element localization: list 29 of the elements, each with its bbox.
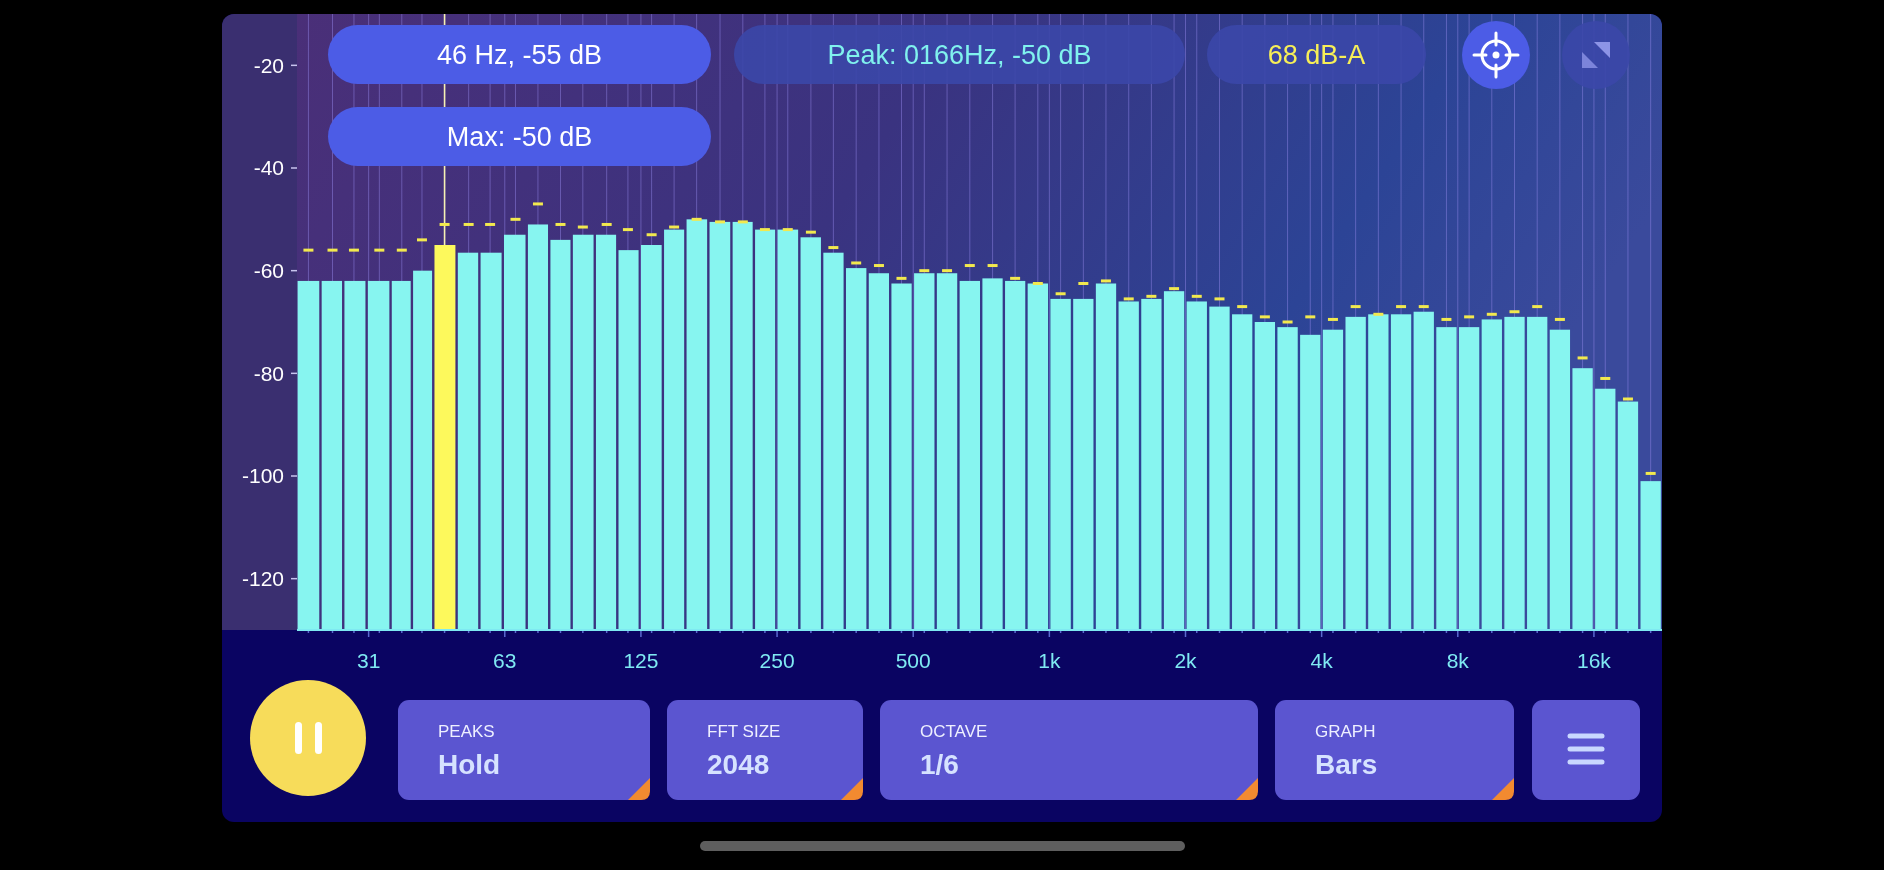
x-tick-label: 63 xyxy=(493,649,517,672)
x-tick-label: 8k xyxy=(1446,649,1470,672)
x-tick-label: 4k xyxy=(1310,649,1334,672)
annotation: 68 dB-A xyxy=(1267,39,1366,70)
annotation: Max: -50 dB xyxy=(446,121,593,152)
x-tick-label: 250 xyxy=(759,649,795,672)
y-tick-label: -60 xyxy=(253,259,284,283)
text: 1/6 xyxy=(920,749,959,780)
annotation: Peak: 0166Hz, -50 dB xyxy=(827,39,1092,70)
x-tick-label: 16k xyxy=(1577,649,1612,672)
y-tick-label: -40 xyxy=(253,156,284,180)
x-tick-label: 125 xyxy=(623,649,659,672)
x-tick-label: 1k xyxy=(1038,649,1061,672)
text: Hold xyxy=(438,749,501,780)
text: FFT SIZE xyxy=(707,722,781,741)
bar xyxy=(434,245,456,630)
text: Bars xyxy=(1315,749,1378,780)
y-tick-label: -120 xyxy=(241,567,284,591)
y-tick-label: -100 xyxy=(241,464,284,488)
text: GRAPH xyxy=(1315,722,1376,741)
x-tick-label: 2k xyxy=(1174,649,1198,672)
x-tick-label: 500 xyxy=(895,649,931,672)
x-tick-label: 31 xyxy=(356,649,381,672)
text: 2048 xyxy=(707,749,770,780)
text: PEAKS xyxy=(438,722,495,741)
y-tick-label: -20 xyxy=(253,53,284,77)
text: OCTAVE xyxy=(920,722,988,741)
ref-line-label: 46 Hz, -55 dB xyxy=(436,39,603,70)
y-tick-label: -80 xyxy=(253,361,284,385)
